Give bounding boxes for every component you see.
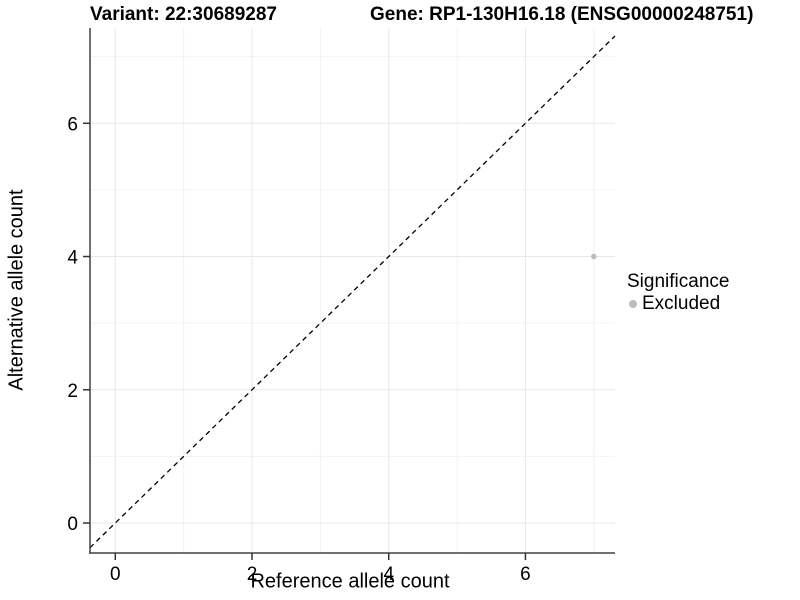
y-tick-label: 2 bbox=[67, 381, 78, 402]
legend-entry: Excluded bbox=[627, 293, 729, 315]
x-axis-title: Reference allele count bbox=[250, 570, 450, 593]
legend: Significance Excluded bbox=[627, 271, 729, 315]
x-tick-label: 4 bbox=[383, 564, 394, 585]
gene-title: Gene: RP1-130H16.18 (ENSG00000248751) bbox=[370, 4, 754, 25]
x-tick-label: 2 bbox=[247, 564, 258, 585]
legend-title: Significance bbox=[627, 271, 730, 292]
variant-title: Variant: 22:30689287 bbox=[90, 4, 277, 25]
legend-point-icon bbox=[629, 300, 637, 308]
y-tick-label: 0 bbox=[67, 514, 78, 535]
legend-entry-label: Excluded bbox=[642, 293, 721, 314]
identity-line bbox=[89, 35, 616, 549]
data-point bbox=[591, 253, 597, 260]
x-tick-label: 0 bbox=[110, 564, 121, 585]
y-tick-label: 4 bbox=[67, 248, 78, 269]
y-axis-title: Alternative allele count bbox=[5, 189, 28, 391]
y-tick-label: 6 bbox=[67, 114, 78, 135]
x-tick-label: 6 bbox=[520, 564, 531, 585]
